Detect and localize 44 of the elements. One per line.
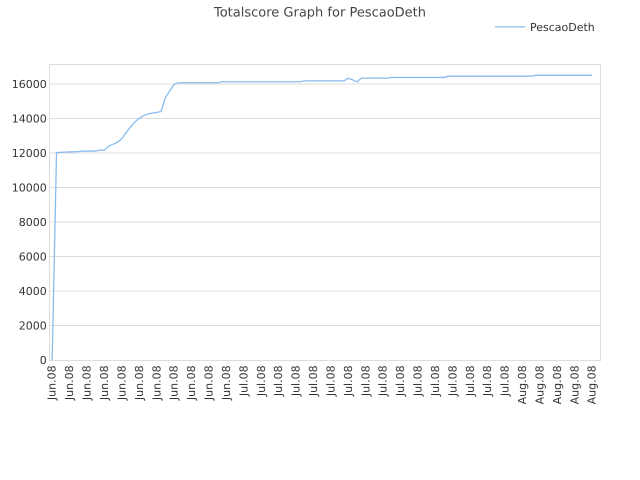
y-tick-label: 10000 — [12, 181, 47, 194]
x-tick-label: Jul.08 — [359, 365, 372, 398]
y-tick-label: 12000 — [12, 146, 47, 160]
x-tick-label: Jul.08 — [324, 365, 338, 398]
x-tick-label: Jul.08 — [498, 365, 512, 398]
x-tick-label: Jun.08 — [98, 365, 112, 402]
y-tick-label: 2000 — [18, 319, 47, 332]
line-series — [52, 74, 593, 360]
x-tick-label: Jun.08 — [46, 365, 59, 402]
x-tick-label: Jul.08 — [342, 365, 355, 398]
x-tick-label: Jul.08 — [464, 365, 477, 398]
y-tick-label: 0 — [40, 354, 47, 367]
y-tick-label: 6000 — [18, 250, 47, 264]
x-tick-label: Aug.08 — [568, 365, 582, 404]
x-tick-label: Jul.08 — [481, 365, 494, 398]
y-tick-label: 4000 — [18, 284, 47, 298]
legend-label: PescaoDeth — [530, 21, 595, 34]
x-tick-label: Aug.08 — [586, 365, 599, 404]
y-tick-label: 14000 — [12, 112, 47, 126]
x-tick-label: Jul.08 — [412, 365, 425, 398]
x-tick-label: Jul.08 — [272, 365, 286, 398]
x-tick-label: Jun.08 — [220, 365, 233, 402]
x-tick-label: Jun.08 — [168, 365, 181, 402]
x-tick-label: Aug.08 — [516, 365, 530, 404]
x-tick-label: Jun.08 — [115, 365, 128, 402]
x-tick-label: Aug.08 — [550, 365, 564, 404]
x-tick-label: Jul.08 — [376, 365, 390, 398]
x-tick-label: Aug.08 — [533, 365, 546, 404]
y-tick-label: 16000 — [12, 78, 47, 91]
x-tick-label: Jul.08 — [254, 365, 268, 398]
x-tick-label: Jun.08 — [150, 365, 164, 402]
x-tick-label: Jul.08 — [290, 365, 303, 398]
x-tick-label: Jul.08 — [237, 365, 250, 398]
x-tick-label: Jul.08 — [446, 365, 460, 398]
y-tick-label: 8000 — [18, 216, 47, 229]
x-tick-label: Jun.08 — [185, 365, 198, 402]
x-tick-label: Jul.08 — [428, 365, 442, 398]
chart-title: Totalscore Graph for PescaoDeth — [213, 5, 426, 20]
x-tick-label: Jul.08 — [307, 365, 320, 398]
x-tick-label: Jun.08 — [63, 365, 76, 402]
x-tick-label: Jul.08 — [394, 365, 408, 398]
x-tick-label: Jun.08 — [80, 365, 94, 402]
x-tick-label: Jun.08 — [202, 365, 216, 402]
x-tick-label: Jun.08 — [132, 365, 146, 402]
